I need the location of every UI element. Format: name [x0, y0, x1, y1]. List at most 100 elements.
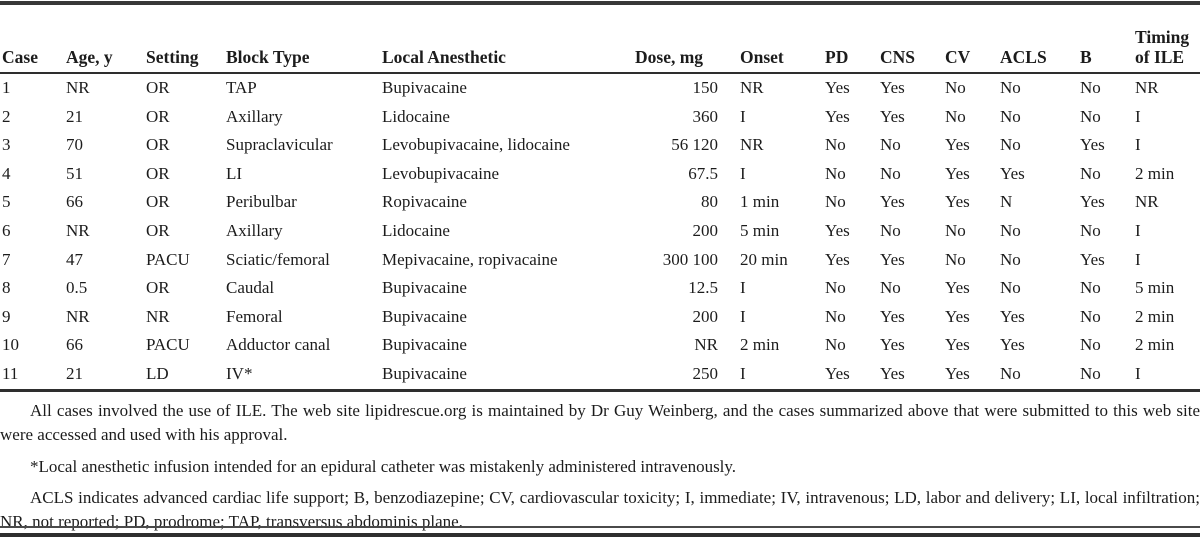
cell-pd: No	[825, 135, 846, 155]
cell-dose-mg: NR	[694, 335, 718, 355]
cell-local-anesthetic: Mepivacaine, ropivacaine	[382, 249, 558, 269]
cell-onset: NR	[740, 78, 764, 97]
cell-age-y: 66	[66, 335, 83, 355]
cell-acls: No	[1000, 106, 1021, 126]
cell-dose-mg: 12.5	[688, 278, 718, 298]
table-top-rule	[0, 1, 1200, 5]
cell-age-y: NR	[66, 78, 90, 97]
cell-case: 11	[0, 359, 66, 392]
cell-case: 10	[2, 335, 19, 355]
cell-block-type: IV*	[226, 359, 382, 392]
cell-timing-of-ile: 2 min	[1135, 335, 1175, 355]
cell-cv: No	[945, 78, 966, 97]
column-header-age-y: Age, y	[66, 5, 146, 74]
cell-dose-mg: 360	[692, 106, 719, 126]
table-row: 4 51 OR LI Levobupivacaine 67.5 I No No Yes Yes No 2…	[0, 160, 1200, 189]
table-row: 1 NR OR TAP Bupivacaine 150 NR Yes Yes No No No NR	[0, 73, 1200, 103]
cell-pd: Yes	[825, 78, 850, 97]
cell-cns: No	[880, 163, 901, 183]
cell-acls: Yes	[1000, 335, 1025, 355]
cell-age-y: 66	[66, 192, 83, 212]
cell-age-y: 70	[66, 135, 83, 155]
cell-acls: No	[1000, 278, 1021, 298]
cell-age-y: 0.5	[66, 278, 88, 298]
cell-onset: I	[740, 278, 746, 298]
cell-local-anesthetic: Bupivacaine	[382, 359, 635, 392]
cell-block-type: Peribulbar	[226, 192, 297, 212]
cell-cv: No	[945, 249, 966, 269]
cell-local-anesthetic: Levobupivacaine, lidocaine	[382, 135, 570, 155]
cell-cv: Yes	[945, 278, 970, 298]
cell-cns: Yes	[880, 249, 905, 269]
cell-case: 5	[2, 192, 11, 212]
footnote-asterisk: *Local anesthetic infusion intended for …	[30, 456, 737, 476]
cell-case: 9	[2, 306, 11, 326]
cell-b: No	[1080, 106, 1101, 126]
cell-cns: Yes	[880, 359, 945, 392]
column-header-cv: CV	[945, 5, 1000, 74]
cell-b: Yes	[1080, 249, 1105, 269]
cell-pd: Yes	[825, 359, 880, 392]
cell-local-anesthetic: Lidocaine	[382, 106, 450, 126]
table-header: Case Age, y Setting Block Type Local Anesthe…	[0, 5, 1200, 74]
cell-block-type: Supraclavicular	[226, 135, 333, 155]
cell-timing-of-ile: 5 min	[1135, 278, 1175, 298]
cell-cv: Yes	[945, 359, 1000, 392]
cell-b: Yes	[1080, 192, 1105, 212]
cell-age-y: 47	[66, 249, 83, 269]
cell-timing-of-ile: 2 min	[1135, 306, 1175, 326]
cell-dose-mg: 300 100	[662, 249, 718, 269]
cell-timing-of-ile: I	[1135, 106, 1141, 126]
cell-timing-of-ile: I	[1135, 135, 1141, 155]
cell-cv: Yes	[945, 163, 970, 183]
cell-timing-of-ile: NR	[1135, 192, 1159, 212]
table-footnotes: All cases involved the use of ILE. The w…	[0, 392, 1200, 534]
cell-dose-mg: 80	[701, 192, 718, 212]
cell-cns: No	[880, 220, 901, 240]
cell-pd: No	[825, 278, 846, 298]
cell-cns: Yes	[880, 106, 905, 126]
table-row: 5 66 OR Peribulbar Ropivacaine 80 1 min No Yes Ye…	[0, 188, 1200, 217]
cell-setting: PACU	[146, 249, 190, 269]
table-row: 10 66 PACU Adductor canal Bupivacaine NR 2 min…	[0, 331, 1200, 360]
cell-block-type: Axillary	[226, 106, 283, 126]
cell-setting: OR	[146, 78, 170, 97]
cell-block-type: TAP	[226, 78, 257, 97]
cell-pd: Yes	[825, 220, 850, 240]
cell-timing-of-ile: 2 min	[1135, 163, 1175, 183]
cell-age-y: NR	[66, 306, 90, 326]
cell-acls: No	[1000, 78, 1021, 97]
cell-setting: OR	[146, 106, 170, 126]
cell-setting: OR	[146, 163, 170, 183]
cell-acls: No	[1000, 359, 1080, 392]
table-bottom-rule-thin	[0, 526, 1200, 528]
table-row: 6 NR OR Axillary Lidocaine 200 5 min Yes No No No N…	[0, 217, 1200, 246]
cell-cv: Yes	[945, 306, 970, 326]
cell-acls: Yes	[1000, 163, 1025, 183]
cell-setting: OR	[146, 278, 170, 298]
cell-dose-mg: 67.5	[688, 163, 718, 183]
cell-case: 6	[2, 220, 11, 240]
cell-local-anesthetic: Levobupivacaine	[382, 163, 500, 183]
cell-setting: PACU	[146, 335, 190, 355]
cell-b: Yes	[1080, 135, 1105, 155]
cell-age-y: 21	[66, 359, 146, 392]
cell-setting: OR	[146, 192, 170, 212]
cell-block-type: Caudal	[226, 278, 275, 298]
cell-cv: Yes	[945, 335, 970, 355]
cell-acls: No	[1000, 249, 1021, 269]
table-row: 11 21 LD IV* Bupivacaine 250 I Yes Yes Yes No No I	[0, 359, 1200, 392]
cell-case: 4	[2, 163, 11, 183]
cell-local-anesthetic: Bupivacaine	[382, 78, 467, 97]
column-header-timing-of-ile: Timing of ILE	[1135, 5, 1200, 74]
cell-case: 1	[2, 78, 11, 97]
cell-local-anesthetic: Lidocaine	[382, 220, 450, 240]
cell-acls: No	[1000, 135, 1021, 155]
cell-dose-mg: 56 120	[671, 135, 718, 155]
cell-acls: Yes	[1000, 306, 1025, 326]
cell-age-y: 51	[66, 163, 83, 183]
cell-dose-mg: 150	[692, 78, 719, 97]
cell-case: 8	[2, 278, 11, 298]
cell-onset: I	[740, 359, 825, 392]
